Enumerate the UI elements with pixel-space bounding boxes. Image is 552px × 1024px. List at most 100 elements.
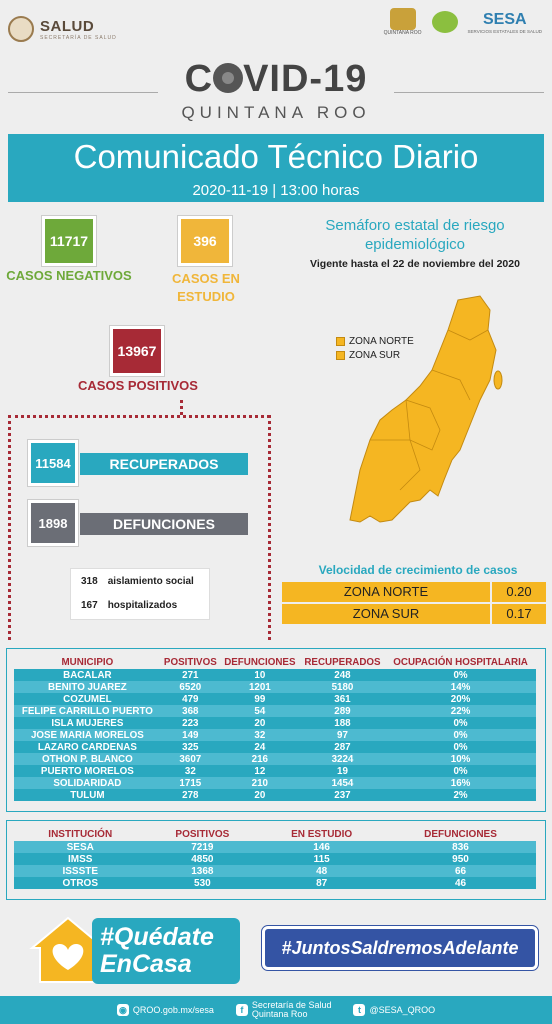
salud-subtitle: SECRETARÍA DE SALUD (40, 34, 117, 41)
legend-south: ZONA SUR (349, 349, 401, 361)
row-value-cell: 0% (385, 741, 536, 753)
table-row: PUERTO MORELOS 32 12 19 0% (14, 765, 536, 777)
row-value-cell: 87 (258, 877, 386, 889)
table-row: COZUMEL 479 99 361 20% (14, 693, 536, 705)
sesa-logo: SESA SERVICIOS ESTATALES DE SALUD (468, 11, 542, 34)
row-value-cell: 3607 (160, 753, 220, 765)
row-value-cell: 19 (299, 765, 386, 777)
row-name-cell: PUERTO MORELOS (14, 765, 161, 777)
quintana-roo-logo: QUINTANA ROO (384, 8, 422, 36)
isolation-row: 318 aislamiento social (71, 569, 209, 593)
negative-cases-label: CASOS NEGATIVOS (6, 268, 132, 283)
row-value-cell: 24 (219, 741, 300, 753)
pending-cases-count: 396 (177, 215, 233, 267)
row-value-cell: 32 (160, 765, 220, 777)
row-value-cell: 54 (219, 705, 300, 717)
cozumel-island (493, 370, 503, 390)
institution-table: INSTITUCIÓN POSITIVOS EN ESTUDIO DEFUNCI… (14, 828, 536, 889)
map-border (405, 399, 441, 451)
table-row: ISSSTE 1368 48 66 (14, 865, 536, 877)
footer-facebook[interactable]: f Secretaría de Salud Quintana Roo (235, 1001, 331, 1019)
table-row: LAZARO CARDENAS 325 24 287 0% (14, 741, 536, 753)
row-value-cell: 99 (219, 693, 300, 705)
row-value-cell: 1201 (219, 681, 300, 693)
row-name-cell: OTROS (14, 877, 147, 889)
together-badge: #JuntosSaldremosAdelante (261, 925, 539, 971)
row-value-cell: 5180 (299, 681, 386, 693)
report-date: 2020-11-19 | 13:00 horas (192, 182, 360, 199)
row-value-cell: 4850 (146, 853, 259, 865)
legend-swatch-icon (336, 336, 345, 346)
row-value-cell: 149 (160, 729, 220, 741)
legend-north: ZONA NORTE (349, 335, 414, 347)
row-value-cell: 216 (219, 753, 300, 765)
partner-logos: QUINTANA ROO SESA SERVICIOS ESTATALES DE… (384, 8, 542, 36)
frame-right (268, 415, 271, 640)
deaths-label: DEFUNCIONES (80, 513, 248, 535)
quintana-roo-map (349, 295, 503, 523)
table-row: SOLIDARIDAD 1715 210 1454 16% (14, 777, 536, 789)
title-banner (8, 134, 544, 202)
row-value-cell: 287 (299, 741, 386, 753)
row-value-cell: 7219 (146, 841, 259, 853)
row-value-cell: 97 (299, 729, 386, 741)
row-value-cell: 12 (219, 765, 300, 777)
growth-row: ZONA NORTE 0.20 (282, 582, 546, 602)
isolation-count: 318 (81, 575, 98, 587)
row-value-cell: 10% (385, 753, 536, 765)
row-value-cell: 479 (160, 693, 220, 705)
row-value-cell: 278 (160, 789, 220, 801)
footer: ◉ QROO.gob.mx/sesa f Secretaría de Salud… (0, 996, 552, 1024)
row-name-cell: COZUMEL (14, 693, 161, 705)
municipality-panel (6, 648, 546, 812)
dif-logo (431, 11, 458, 33)
sun-tree-icon (431, 11, 458, 33)
municipality-table: MUNICIPIO POSITIVOS DEFUNCIONES RECUPERA… (14, 656, 536, 801)
title-divider-left (8, 92, 158, 93)
frame-left (8, 415, 11, 640)
row-name-cell: TULUM (14, 789, 161, 801)
row-name-cell: BACALAR (14, 669, 161, 681)
negative-cases-count: 11717 (41, 215, 97, 267)
footer-twitter[interactable]: t @SESA_QROO (353, 1004, 435, 1016)
semaforo-validity: Vigente hasta el 22 de noviembre del 202… (310, 258, 520, 270)
positive-cases-label: CASOS POSITIVOS (78, 378, 198, 393)
row-name-cell: JOSE MARIA MORELOS (14, 729, 161, 741)
hospitalized-row: 167 hospitalizados (71, 593, 209, 617)
sesa-subtitle: SERVICIOS ESTATALES DE SALUD (467, 28, 542, 34)
recovered-count: 11584 (27, 439, 79, 487)
title-divider-right (394, 92, 544, 93)
table-row: BENITO JUAREZ 6520 1201 5180 14% (14, 681, 536, 693)
row-value-cell: 48 (258, 865, 386, 877)
footer-web[interactable]: ◉ QROO.gob.mx/sesa (116, 1004, 214, 1016)
table-row: JOSE MARIA MORELOS 149 32 97 0% (14, 729, 536, 741)
row-value-cell: 22% (385, 705, 536, 717)
row-name-cell: OTHON P. BLANCO (14, 753, 161, 765)
row-value-cell: 237 (299, 789, 386, 801)
row-value-cell: 66 (385, 865, 536, 877)
row-value-cell: 530 (146, 877, 259, 889)
growth-row: ZONA SUR 0.17 (282, 604, 546, 624)
row-value-cell: 20 (219, 717, 300, 729)
row-value-cell: 289 (299, 705, 386, 717)
map-legend: ZONA NORTE ZONA SUR (336, 334, 414, 362)
row-value-cell: 0% (385, 729, 536, 741)
row-name-cell: BENITO JUAREZ (14, 681, 161, 693)
row-name-cell: IMSS (14, 853, 147, 865)
row-value-cell: 271 (160, 669, 220, 681)
frame-top (8, 415, 270, 418)
map-border (431, 369, 471, 401)
row-name-cell: FELIPE CARRILLO PUERTO (14, 705, 161, 717)
row-value-cell: 0% (385, 765, 536, 777)
map-border (370, 439, 421, 491)
row-name-cell: ISLA MUJERES (14, 717, 161, 729)
sesa-name: SESA (482, 10, 527, 28)
row-value-cell: 1454 (299, 777, 386, 789)
positive-cases-count: 13967 (109, 325, 165, 377)
row-value-cell: 6520 (160, 681, 220, 693)
table-row: FELIPE CARRILLO PUERTO 368 54 289 22% (14, 705, 536, 717)
row-value-cell: 950 (385, 853, 536, 865)
table-header-row: MUNICIPIO POSITIVOS DEFUNCIONES RECUPERA… (61, 657, 528, 668)
row-value-cell: 46 (385, 877, 536, 889)
table-header-row: INSTITUCIÓN POSITIVOS EN ESTUDIO DEFUNCI… (48, 829, 497, 840)
